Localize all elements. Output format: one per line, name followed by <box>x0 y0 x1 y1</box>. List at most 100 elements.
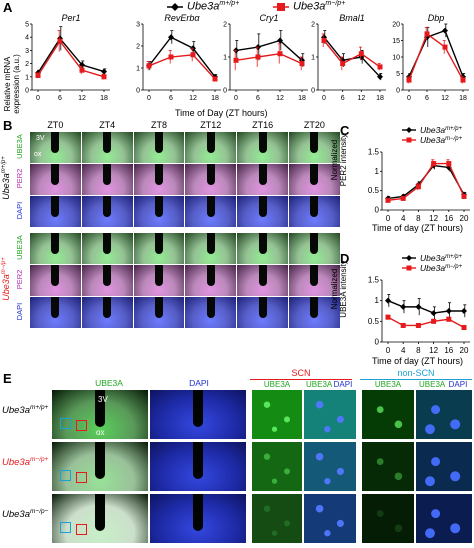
micrograph-tile <box>30 297 81 328</box>
third-ventricle-shape <box>206 297 215 319</box>
x-tick-label: 12 <box>189 95 197 102</box>
panel-d-xlabel: Time of day (ZT hours) <box>372 356 464 366</box>
third-ventricle-shape <box>103 297 112 319</box>
series-line <box>37 37 105 74</box>
x-tick-label: 20 <box>460 214 469 223</box>
y-tick-label: 0 <box>311 88 315 95</box>
third-ventricle-shape <box>154 233 163 255</box>
third-ventricle-shape <box>51 265 60 287</box>
x-tick-label: 6 <box>256 95 260 102</box>
x-tick-label: 18 <box>298 95 306 102</box>
micrograph-tile <box>289 265 340 296</box>
data-point <box>168 54 174 60</box>
micrograph-tile <box>133 297 185 328</box>
x-tick-label: 6 <box>58 95 62 102</box>
y-tick-label: 0 <box>223 88 227 95</box>
chart-d: 0 0.5 1 1.5 0 4 8 12 16 20 <box>368 276 470 355</box>
series-line <box>37 39 105 78</box>
micrograph-tile <box>52 442 148 491</box>
micrograph-tile <box>30 196 81 227</box>
third-ventricle-shape <box>154 196 163 218</box>
y-tick-label: 3 <box>136 22 140 29</box>
x-tick-label: 18 <box>211 95 219 102</box>
series-line <box>387 162 465 202</box>
third-ventricle-shape <box>206 265 215 287</box>
x-tick-label: 6 <box>169 95 173 102</box>
top-legend: Ube3am+/p+ Ube3am−/p+ <box>163 0 383 14</box>
panel-a-xlabel: Time of Day (ZT hours) <box>175 108 268 118</box>
third-ventricle-shape <box>206 132 215 154</box>
data-point <box>415 303 422 310</box>
third-ventricle-shape <box>103 233 112 255</box>
x-tick-label: 16 <box>444 214 453 223</box>
legend-square <box>406 265 412 271</box>
micrograph-tile <box>237 265 288 296</box>
scn-roi-box <box>76 524 87 535</box>
micrograph-tile <box>81 265 133 296</box>
micrograph-tile <box>252 442 302 491</box>
data-point <box>340 61 346 67</box>
data-point <box>377 73 383 80</box>
third-ventricle-shape <box>310 164 319 186</box>
third-ventricle-shape <box>95 494 105 532</box>
y-tick-label: 1 <box>136 66 140 73</box>
series-line <box>387 316 465 329</box>
x-tick-label: 20 <box>460 346 469 355</box>
x-tick-label: 0 <box>322 95 326 102</box>
x-tick-label: 8 <box>416 214 421 223</box>
label-3v: 3V <box>36 135 45 142</box>
micrograph-tile <box>362 390 414 439</box>
scn-roi-box <box>76 472 87 483</box>
micrograph-tile <box>81 132 133 163</box>
micrograph-tile <box>252 494 302 543</box>
third-ventricle-shape <box>193 494 203 532</box>
label-3v: 3V <box>98 395 108 404</box>
micrograph-tile <box>289 196 340 227</box>
micrograph-tile <box>185 164 237 195</box>
micrograph-tile <box>237 233 288 264</box>
data-point <box>358 51 364 57</box>
third-ventricle-shape <box>258 196 267 218</box>
panel-letter-c: C <box>340 123 350 138</box>
third-ventricle-shape <box>95 442 105 480</box>
third-ventricle-shape <box>258 265 267 287</box>
x-tick-label: 12 <box>78 95 86 102</box>
chart-title: Bmal1 <box>339 14 365 23</box>
data-point <box>461 193 467 199</box>
data-point <box>431 318 437 324</box>
data-point <box>445 308 452 314</box>
chart-legend: Ube3am+/p+Ube3am−/p+ <box>402 253 463 273</box>
micrograph-tile <box>362 494 414 543</box>
third-ventricle-shape <box>51 132 60 154</box>
panel-c-xlabel: Time of day (ZT hours) <box>372 223 464 233</box>
data-point <box>321 38 327 43</box>
data-point <box>79 67 85 73</box>
y-tick-label: 2 <box>136 44 140 51</box>
third-ventricle-shape <box>206 164 215 186</box>
column-header: DAPI <box>189 378 209 388</box>
chart-title: RevErbα <box>164 14 200 23</box>
data-point <box>430 310 437 317</box>
data-point <box>190 52 196 58</box>
data-point <box>255 54 261 60</box>
channel-label-per2: PER2 <box>15 269 24 290</box>
third-ventricle-shape <box>154 164 163 186</box>
x-tick-label: 0 <box>147 95 151 102</box>
chart-c: 0 0.5 1 1.5 0 4 8 12 16 20 <box>368 148 470 223</box>
column-header-zt12: ZT12 <box>200 120 222 130</box>
micrograph-tile <box>52 390 148 439</box>
y-tick-label: 0 <box>396 88 400 95</box>
y-tick-label: 1.5 <box>368 276 380 285</box>
data-point <box>442 44 448 50</box>
chart-title: Per1 <box>61 14 80 23</box>
sub-header: DAPI <box>333 380 353 389</box>
y-tick-label: 0 <box>25 88 29 95</box>
third-ventricle-shape <box>154 132 163 154</box>
legend-label: Ube3am−/p+ <box>420 135 463 145</box>
micrograph-tile <box>185 233 237 264</box>
data-point <box>385 314 391 320</box>
legend-diamond <box>406 255 412 261</box>
panel-letter-a: A <box>3 0 13 15</box>
third-ventricle-shape <box>310 132 319 154</box>
